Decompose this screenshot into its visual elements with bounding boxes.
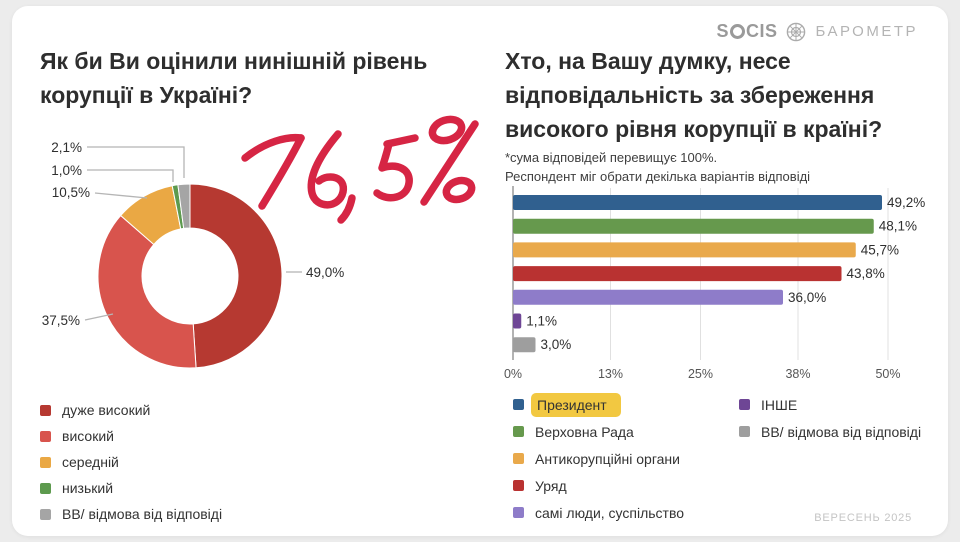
- legend-label: ІНШЕ: [761, 396, 798, 413]
- legend-item-donut-1: високий: [40, 423, 222, 449]
- legend-swatch-icon: [40, 404, 51, 416]
- legend-label: ВВ/ відмова від відповіді: [62, 506, 223, 522]
- bar-value-label-1: 48,1%: [879, 219, 917, 234]
- legend-item-donut-3: низький: [40, 475, 222, 501]
- bar-value-label-6: 3,0%: [541, 337, 572, 352]
- x-tick-label-0: 0%: [504, 367, 522, 381]
- subtitle-line-2: Респондент міг обрати декілька варіантів…: [505, 169, 811, 184]
- legend-item-bar-0: Президент: [513, 391, 684, 418]
- legend-swatch-icon: [40, 456, 51, 468]
- bar-row-6: [513, 337, 536, 353]
- donut-slice-0: [189, 183, 283, 369]
- bar-chart: 0% 13% 25% 38% 50% 49,2% 48,1% 45,7% 43,8% 36,0% 1…: [504, 186, 925, 381]
- donut-slice-4: [177, 183, 191, 229]
- logo-letter-s: S: [716, 21, 729, 41]
- legend-item-donut-4: ВВ/ відмова від відповіді: [40, 501, 222, 527]
- infographic-card: S CIS БАРОМЕТР Як би Ви оцінили нинішній …: [12, 6, 948, 536]
- legend-label: низький: [62, 480, 114, 496]
- legend-item-donut-0: дуже високий: [40, 397, 222, 423]
- bar-row-5: [513, 313, 522, 329]
- socis-logo: S CIS: [716, 21, 777, 42]
- bar-value-label-3: 43,8%: [847, 266, 885, 281]
- bar-legend-column-1: Президент Верховна Рада Антикорупційні орг…: [513, 391, 684, 526]
- legend-label: Антикорупційні органи: [535, 450, 680, 467]
- bar-chart-title: Хто, на Вашу думку, несе відповідальніст…: [505, 48, 883, 142]
- donut-slice-1: [97, 214, 197, 369]
- bar-chart-subtitle: *сума відповідей перевищує 100%. Респонд…: [505, 148, 810, 186]
- donut-value-label-3: 1,0%: [51, 163, 82, 178]
- legend-label: Верховна Рада: [535, 423, 634, 440]
- legend-swatch-icon: [513, 507, 524, 518]
- bar-value-label-4: 36,0%: [788, 290, 826, 305]
- donut-leader-line-3: [87, 169, 174, 182]
- brand-logo: S CIS БАРОМЕТР: [716, 21, 918, 42]
- socis-ring-icon: [729, 24, 745, 39]
- legend-label: дуже високий: [62, 402, 151, 418]
- donut-value-label-4: 2,1%: [51, 140, 82, 155]
- legend-swatch-icon: [739, 426, 750, 437]
- bar-value-label-5: 1,1%: [526, 314, 557, 329]
- bar-row-4: [513, 289, 783, 305]
- subtitle-line-1: *сума відповідей перевищує 100%.: [505, 150, 718, 165]
- bar-row-3: [513, 266, 842, 282]
- legend-item-bar-6: ВВ/ відмова від відповіді: [739, 418, 921, 445]
- barometer-wordmark: БАРОМЕТР: [815, 23, 918, 40]
- donut-value-label-1: 37,5%: [42, 313, 80, 328]
- donut-leader-line-1: [84, 313, 114, 321]
- annotation-percent-slash: [420, 120, 479, 206]
- legend-swatch-icon: [40, 482, 51, 494]
- donut-value-label-2: 10,5%: [52, 185, 90, 200]
- legend-swatch-icon: [40, 508, 51, 520]
- socis-emblem-icon: [787, 22, 806, 41]
- legend-item-donut-2: середній: [40, 449, 222, 475]
- legend-swatch-icon: [513, 426, 524, 437]
- donut-leader-line-2: [94, 192, 148, 199]
- legend-item-bar-3: Уряд: [513, 472, 684, 499]
- logo-letters-cis: CIS: [745, 21, 778, 41]
- annotation-percent-bottom-circle: [442, 176, 476, 204]
- legend-swatch-icon: [513, 480, 524, 491]
- donut-value-label-0: 49,0%: [306, 265, 344, 280]
- bar-legend-column-2: ІНШЕ ВВ/ відмова від відповіді: [739, 391, 921, 445]
- bar-value-label-0: 49,2%: [887, 195, 925, 210]
- legend-item-bar-5: ІНШЕ: [739, 391, 921, 418]
- bar-row-0: [513, 195, 882, 210]
- date-label: ВЕРЕСЕНЬ 2025: [814, 512, 912, 524]
- donut-leader-line-4: [87, 146, 185, 178]
- annotation-percent-top-circle: [428, 115, 466, 145]
- x-tick-label-3: 38%: [785, 367, 810, 381]
- legend-swatch-icon: [739, 399, 750, 410]
- legend-item-bar-1: Верховна Рада: [513, 418, 684, 445]
- donut-legend: дуже високий високий середній низький ВВ/ ві…: [40, 397, 222, 527]
- legend-label: Уряд: [535, 477, 567, 494]
- legend-swatch-icon: [513, 453, 524, 464]
- bar-row-2: [513, 242, 856, 258]
- bar-row-1: [513, 218, 874, 234]
- legend-item-bar-2: Антикорупційні органи: [513, 445, 684, 472]
- legend-label: ВВ/ відмова від відповіді: [761, 423, 922, 440]
- legend-label: високий: [62, 428, 114, 444]
- legend-swatch-icon: [513, 399, 524, 410]
- x-tick-label-1: 13%: [598, 367, 623, 381]
- bar-value-label-2: 45,7%: [861, 242, 899, 257]
- legend-label: середній: [62, 454, 119, 470]
- legend-label: самі люди, суспільство: [535, 504, 685, 521]
- x-tick-label-4: 50%: [875, 367, 900, 381]
- donut-chart: 49,0% 37,5% 10,5% 1,0% 2,1%: [42, 140, 344, 369]
- legend-item-bar-4: самі люди, суспільство: [513, 499, 684, 526]
- legend-label: Президент: [531, 392, 621, 417]
- x-tick-label-2: 25%: [688, 367, 713, 381]
- annotation-digit-5-body: [373, 140, 413, 202]
- legend-swatch-icon: [40, 430, 51, 442]
- donut-chart-title: Як би Ви оцінили нинішній рівень корупці…: [40, 48, 428, 108]
- annotation-digit-5-top: [383, 134, 419, 148]
